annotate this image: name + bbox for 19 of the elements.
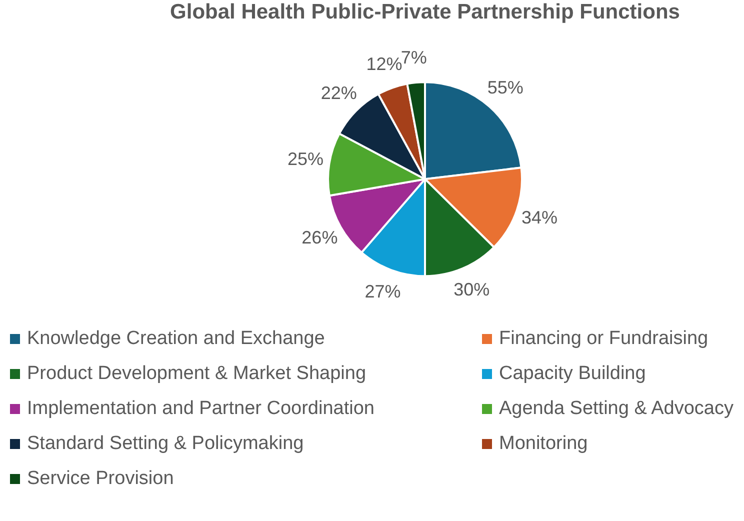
legend-label: Product Development & Market Shaping bbox=[27, 363, 366, 385]
data-label: 55% bbox=[487, 78, 524, 98]
legend-label: Financing or Fundraising bbox=[499, 328, 708, 350]
data-label: 22% bbox=[320, 83, 357, 104]
chart-title: Global Health Public-Private Partnership Functions bbox=[170, 0, 680, 24]
legend-label: Standard Setting & Policymaking bbox=[27, 433, 304, 455]
data-label: 12% bbox=[366, 54, 402, 74]
data-label: 34% bbox=[521, 207, 558, 228]
data-label: 26% bbox=[302, 228, 338, 248]
data-label: 7% bbox=[400, 48, 427, 68]
legend-label: Capacity Building bbox=[499, 363, 646, 385]
data-label: 30% bbox=[454, 280, 490, 300]
legend-label: Monitoring bbox=[499, 433, 588, 455]
data-label: 27% bbox=[364, 281, 401, 302]
legend-label: Service Provision bbox=[27, 468, 174, 490]
legend-label: Implementation and Partner Coordination bbox=[27, 398, 374, 420]
legend-label: Knowledge Creation and Exchange bbox=[27, 328, 325, 350]
legend-label: Agenda Setting & Advocacy bbox=[499, 398, 734, 420]
data-label: 25% bbox=[288, 148, 324, 169]
